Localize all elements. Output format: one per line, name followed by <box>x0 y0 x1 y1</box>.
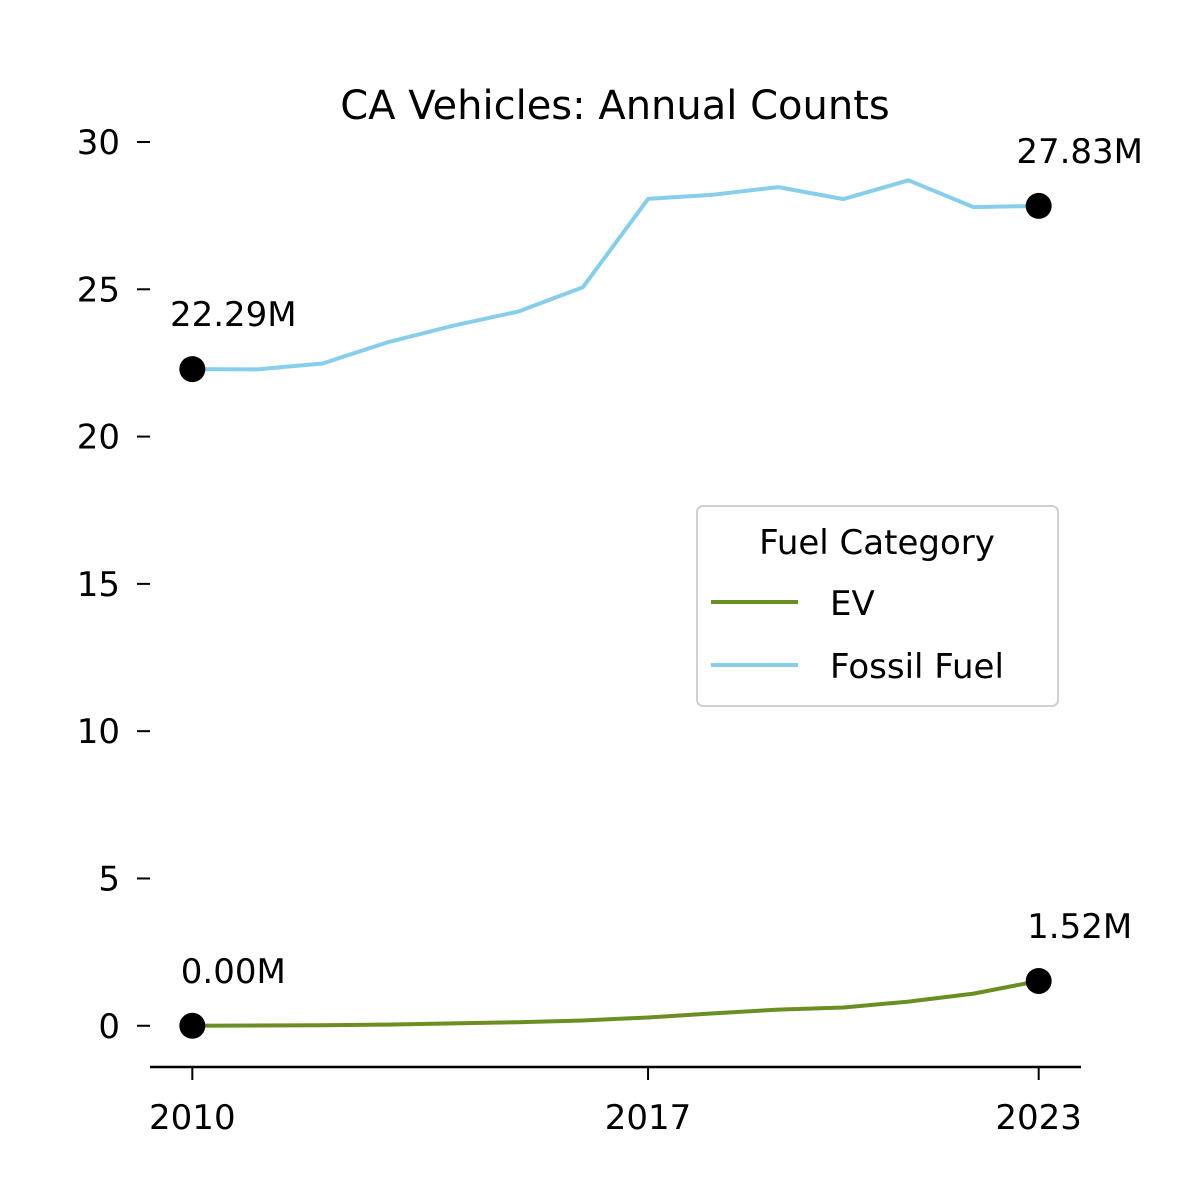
y-tick-label: 20 <box>77 418 120 458</box>
x-axis: 2010 2017 2023 <box>149 1065 1082 1138</box>
marker-layer <box>179 192 1052 1039</box>
series-line-fossil-fuel <box>192 178 1039 372</box>
x-tick-label: 2017 <box>605 1098 692 1138</box>
y-tick-label: 15 <box>77 565 120 605</box>
y-axis: 0 5 10 15 20 25 30 <box>77 123 150 1047</box>
value-annotation: 22.29M <box>170 295 297 335</box>
y-tick-label: 25 <box>77 270 120 310</box>
legend: Fuel Category EV Fossil Fuel <box>696 505 1059 707</box>
legend-label-ev: EV <box>830 584 875 624</box>
value-annotation: 27.83M <box>1016 132 1143 172</box>
value-annotation: 0.00M <box>181 952 286 992</box>
x-tick-label: 2010 <box>149 1098 236 1138</box>
y-tick-label: 0 <box>98 1007 120 1047</box>
x-tick-label: 2023 <box>995 1098 1082 1138</box>
endpoint-marker <box>179 356 206 383</box>
legend-box <box>696 505 1059 707</box>
legend-title: Fuel Category <box>759 523 995 563</box>
y-tick-label: 30 <box>77 123 120 163</box>
value-annotation: 1.52M <box>1027 907 1132 947</box>
y-tick-label: 5 <box>98 859 120 899</box>
chart-title: CA Vehicles: Annual Counts <box>340 83 889 129</box>
endpoint-marker <box>1025 967 1052 994</box>
series-line-ev <box>192 979 1040 1028</box>
series-layer <box>192 178 1040 1028</box>
legend-entries: EV Fossil Fuel <box>711 584 1004 687</box>
y-tick-label: 10 <box>77 712 120 752</box>
endpoint-marker <box>179 1012 206 1039</box>
annotation-layer: 22.29M 27.83M 0.00M 1.52M <box>170 132 1143 992</box>
endpoint-marker <box>1025 192 1052 219</box>
legend-label-fossil-fuel: Fossil Fuel <box>830 647 1004 687</box>
